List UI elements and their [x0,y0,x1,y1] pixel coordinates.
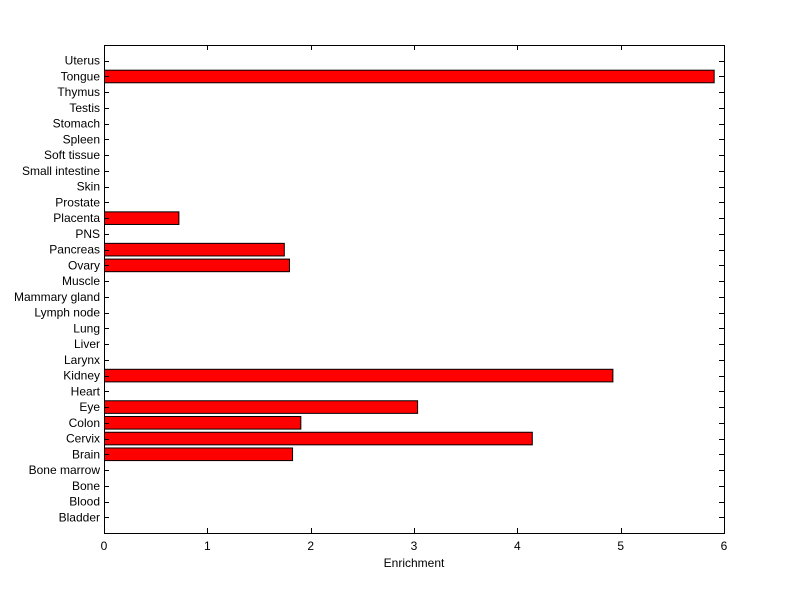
bar-placenta [104,211,180,225]
bar-eye [104,400,419,414]
y-tick-label: PNS [75,227,100,241]
y-tick-label: Testis [69,101,100,115]
bars [104,69,715,462]
y-tick-label: Small intestine [22,164,100,178]
x-axis-label: Enrichment [384,556,445,570]
y-tick-label: Pancreas [49,243,100,257]
y-tick-label: Lung [73,321,100,335]
y-tick-label: Bone marrow [29,463,101,477]
y-tick-label: Tongue [61,69,101,83]
y-tick-label: Colon [69,416,100,430]
x-axis-ticks: 0 1 2 3 4 5 6 [101,45,728,553]
y-tick-label: Larynx [64,353,100,367]
y-tick-label: Eye [79,400,100,414]
y-tick-label: Cervix [66,432,100,446]
x-tick-label: 5 [617,539,624,553]
bar-ovary [104,258,290,273]
plot-frame [104,45,725,534]
bar-pancreas [104,242,285,257]
y-tick-label: Thymus [57,85,100,99]
x-tick-label: 1 [204,539,211,553]
y-tick-label: Spleen [63,132,100,146]
y-tick-label: Stomach [53,117,100,131]
x-tick-label: 6 [721,539,728,553]
y-tick-label: Muscle [62,274,100,288]
y-tick-label: Liver [74,337,100,351]
x-tick-label: 3 [411,539,418,553]
x-tick-label: 4 [514,539,521,553]
x-tick-label: 0 [101,539,108,553]
y-tick-label: Ovary [68,258,100,272]
y-tick-label: Mammary gland [14,290,100,304]
y-tick-label: Blood [69,495,100,509]
y-tick-label: Skin [77,180,100,194]
y-tick-label: Placenta [53,211,100,225]
y-tick-label: Lymph node [34,306,100,320]
bar-colon [104,416,302,430]
y-tick-label: Soft tissue [44,148,100,162]
y-tick-label: Kidney [63,369,100,383]
x-tick-label: 2 [307,539,314,553]
bar-cervix [104,431,533,446]
y-tick-label: Prostate [55,195,100,209]
y-tick-label: Brain [72,447,100,461]
bar-tongue [104,69,715,84]
bar-kidney [104,368,614,383]
y-tick-label: Bone [72,479,100,493]
y-tick-label: Heart [71,384,101,398]
y-tick-label: Uterus [65,54,100,68]
y-tick-label: Bladder [59,510,100,524]
bar-brain [104,447,294,462]
